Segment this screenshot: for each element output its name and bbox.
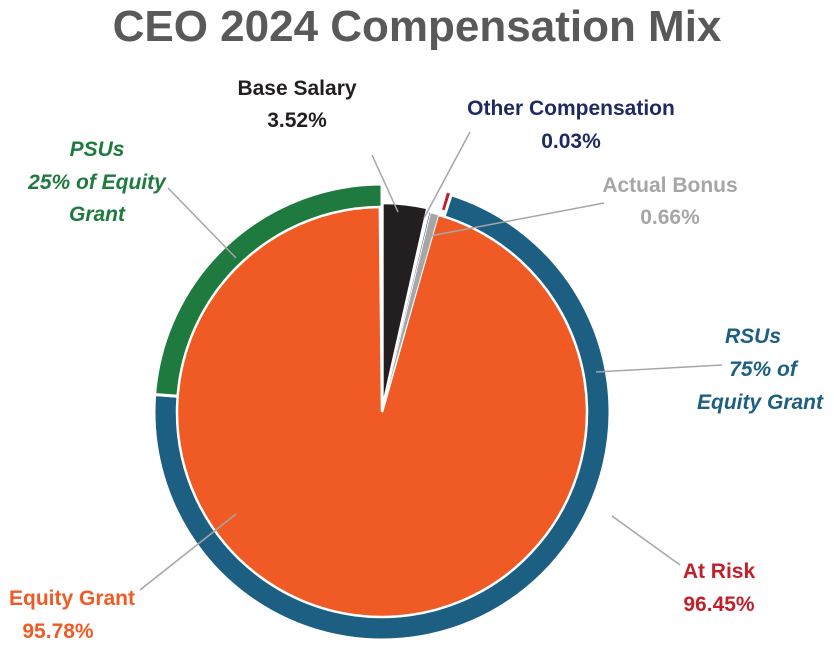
other-compensation-label: Other Compensation — [467, 97, 675, 120]
at-risk-leader-line — [611, 515, 681, 566]
psus-detail-line1: 25% of Equity — [27, 171, 167, 194]
base-salary-slice-group — [381, 201, 429, 409]
base-salary-label: Base Salary — [237, 77, 356, 100]
psus-label: PSUs — [70, 138, 125, 161]
rsus-detail-line2: Equity Grant — [697, 391, 824, 414]
actual-bonus-leader-line — [429, 202, 605, 237]
psus-detail-line2: Grant — [69, 203, 126, 226]
chart-title: CEO 2024 Compensation Mix — [112, 2, 722, 51]
psus-leader-line — [167, 187, 237, 259]
equity-grant-label: Equity Grant — [9, 587, 135, 610]
other-compensation-leader-line — [423, 131, 471, 219]
other-compensation-value: 0.03% — [541, 130, 601, 153]
rsus-leader-line — [595, 364, 723, 373]
actual-bonus-value: 0.66% — [640, 206, 700, 229]
base-salary-leader-line — [371, 154, 399, 213]
base-salary-slice — [381, 201, 429, 409]
at-risk-value: 96.45% — [683, 593, 755, 616]
equity-grant-value: 95.78% — [22, 620, 94, 643]
base-salary-value: 3.52% — [267, 109, 327, 132]
actual-bonus-slice — [381, 212, 440, 413]
rings-group — [150, 180, 614, 644]
leader-lines-group — [139, 131, 723, 591]
actual-bonus-label: Actual Bonus — [602, 174, 737, 197]
equity-grant-leader-line — [139, 513, 237, 591]
rsus-detail-line1: 75% of — [729, 358, 799, 381]
at-risk-label: At Risk — [683, 560, 756, 583]
rsus-label: RSUs — [725, 325, 781, 348]
